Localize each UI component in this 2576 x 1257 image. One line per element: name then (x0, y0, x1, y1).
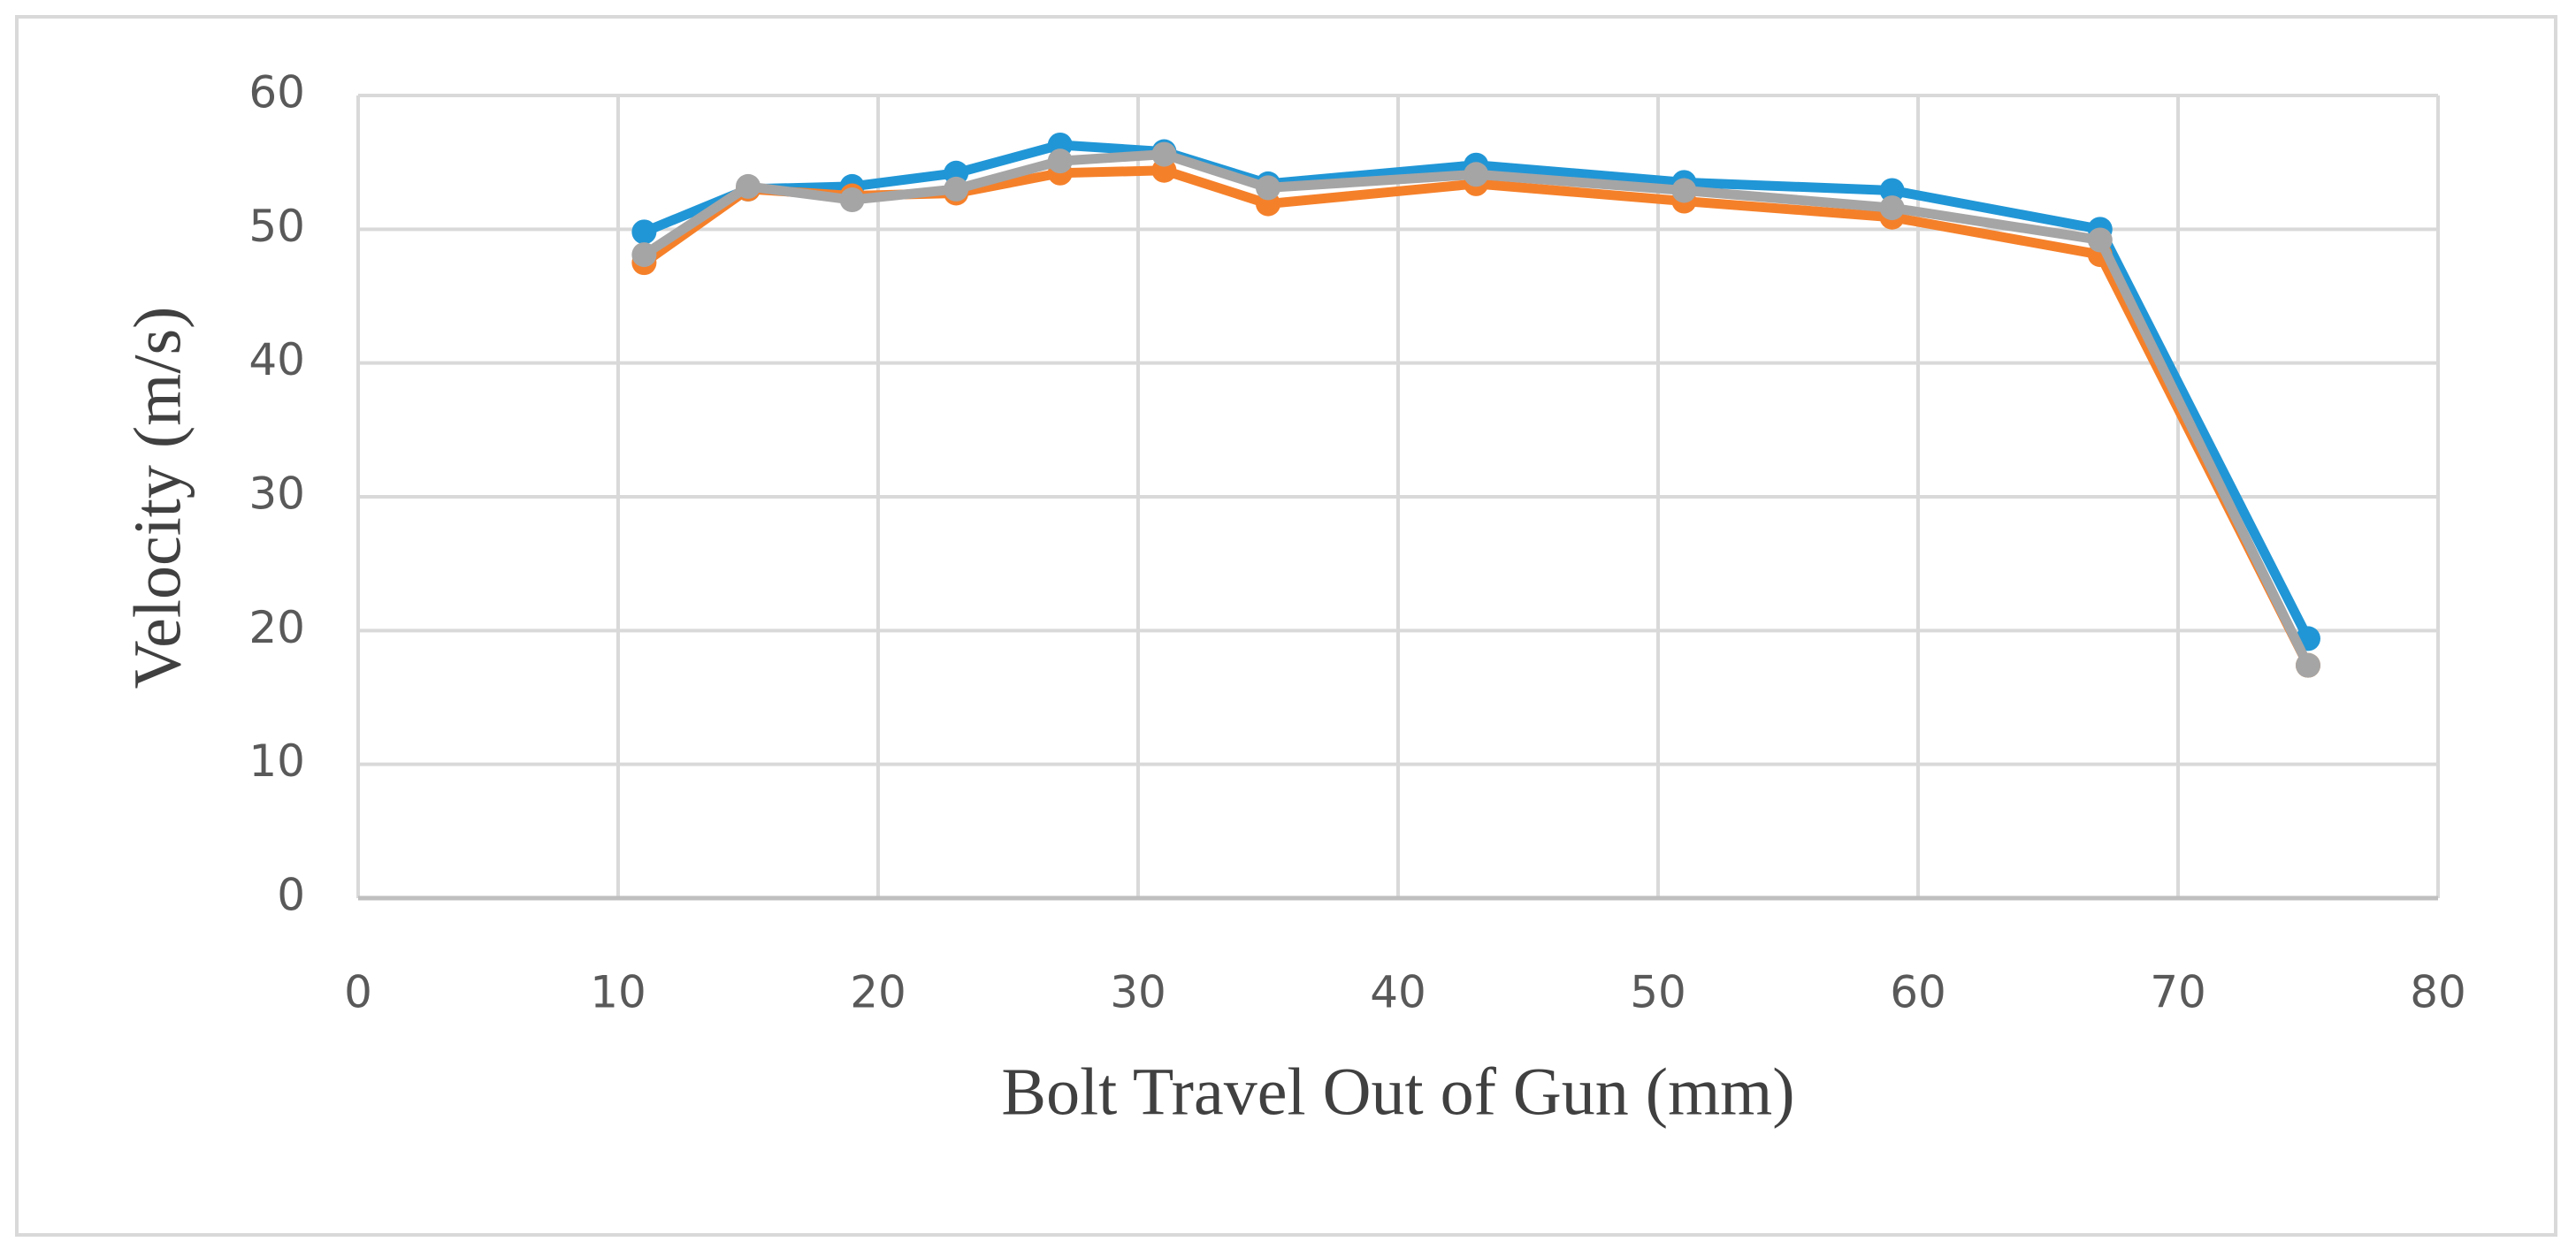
x-tick-label: 0 (344, 967, 372, 1018)
data-point (736, 173, 761, 199)
data-point (944, 176, 969, 202)
y-tick-label: 0 (277, 870, 305, 921)
y-tick-label: 20 (248, 602, 305, 653)
x-tick-label: 70 (2150, 967, 2206, 1018)
y-tick-label: 10 (248, 735, 305, 787)
data-point (1671, 178, 1697, 203)
data-point (1879, 178, 1905, 203)
series-line (641, 149, 2312, 668)
data-point (1464, 162, 1489, 187)
x-tick-label: 30 (1110, 967, 1166, 1018)
data-point (2296, 652, 2320, 678)
y-axis-title: Velocity (m/s) (120, 307, 195, 689)
data-point (1047, 149, 1073, 174)
data-point (839, 187, 865, 213)
data-point (1151, 141, 1177, 167)
data-point (1256, 175, 1280, 201)
data-point (631, 242, 657, 268)
y-tick-label: 40 (248, 334, 305, 385)
x-tick-label: 50 (1630, 967, 1686, 1018)
x-tick-label: 10 (590, 967, 646, 1018)
x-tick-label: 60 (1890, 967, 1946, 1018)
data-point (2087, 227, 2113, 253)
x-tick-label: 20 (850, 967, 906, 1018)
x-tick-label: 40 (1370, 967, 1426, 1018)
y-tick-label: 50 (248, 201, 305, 252)
y-tick-label: 30 (248, 469, 305, 520)
y-tick-label: 60 (248, 67, 305, 118)
x-axis-title: Bolt Travel Out of Gun (mm) (1001, 1055, 1794, 1129)
x-tick-label: 80 (2410, 967, 2466, 1018)
chart-border (15, 15, 2557, 1237)
data-point (1879, 195, 1905, 221)
data-point (631, 219, 657, 245)
